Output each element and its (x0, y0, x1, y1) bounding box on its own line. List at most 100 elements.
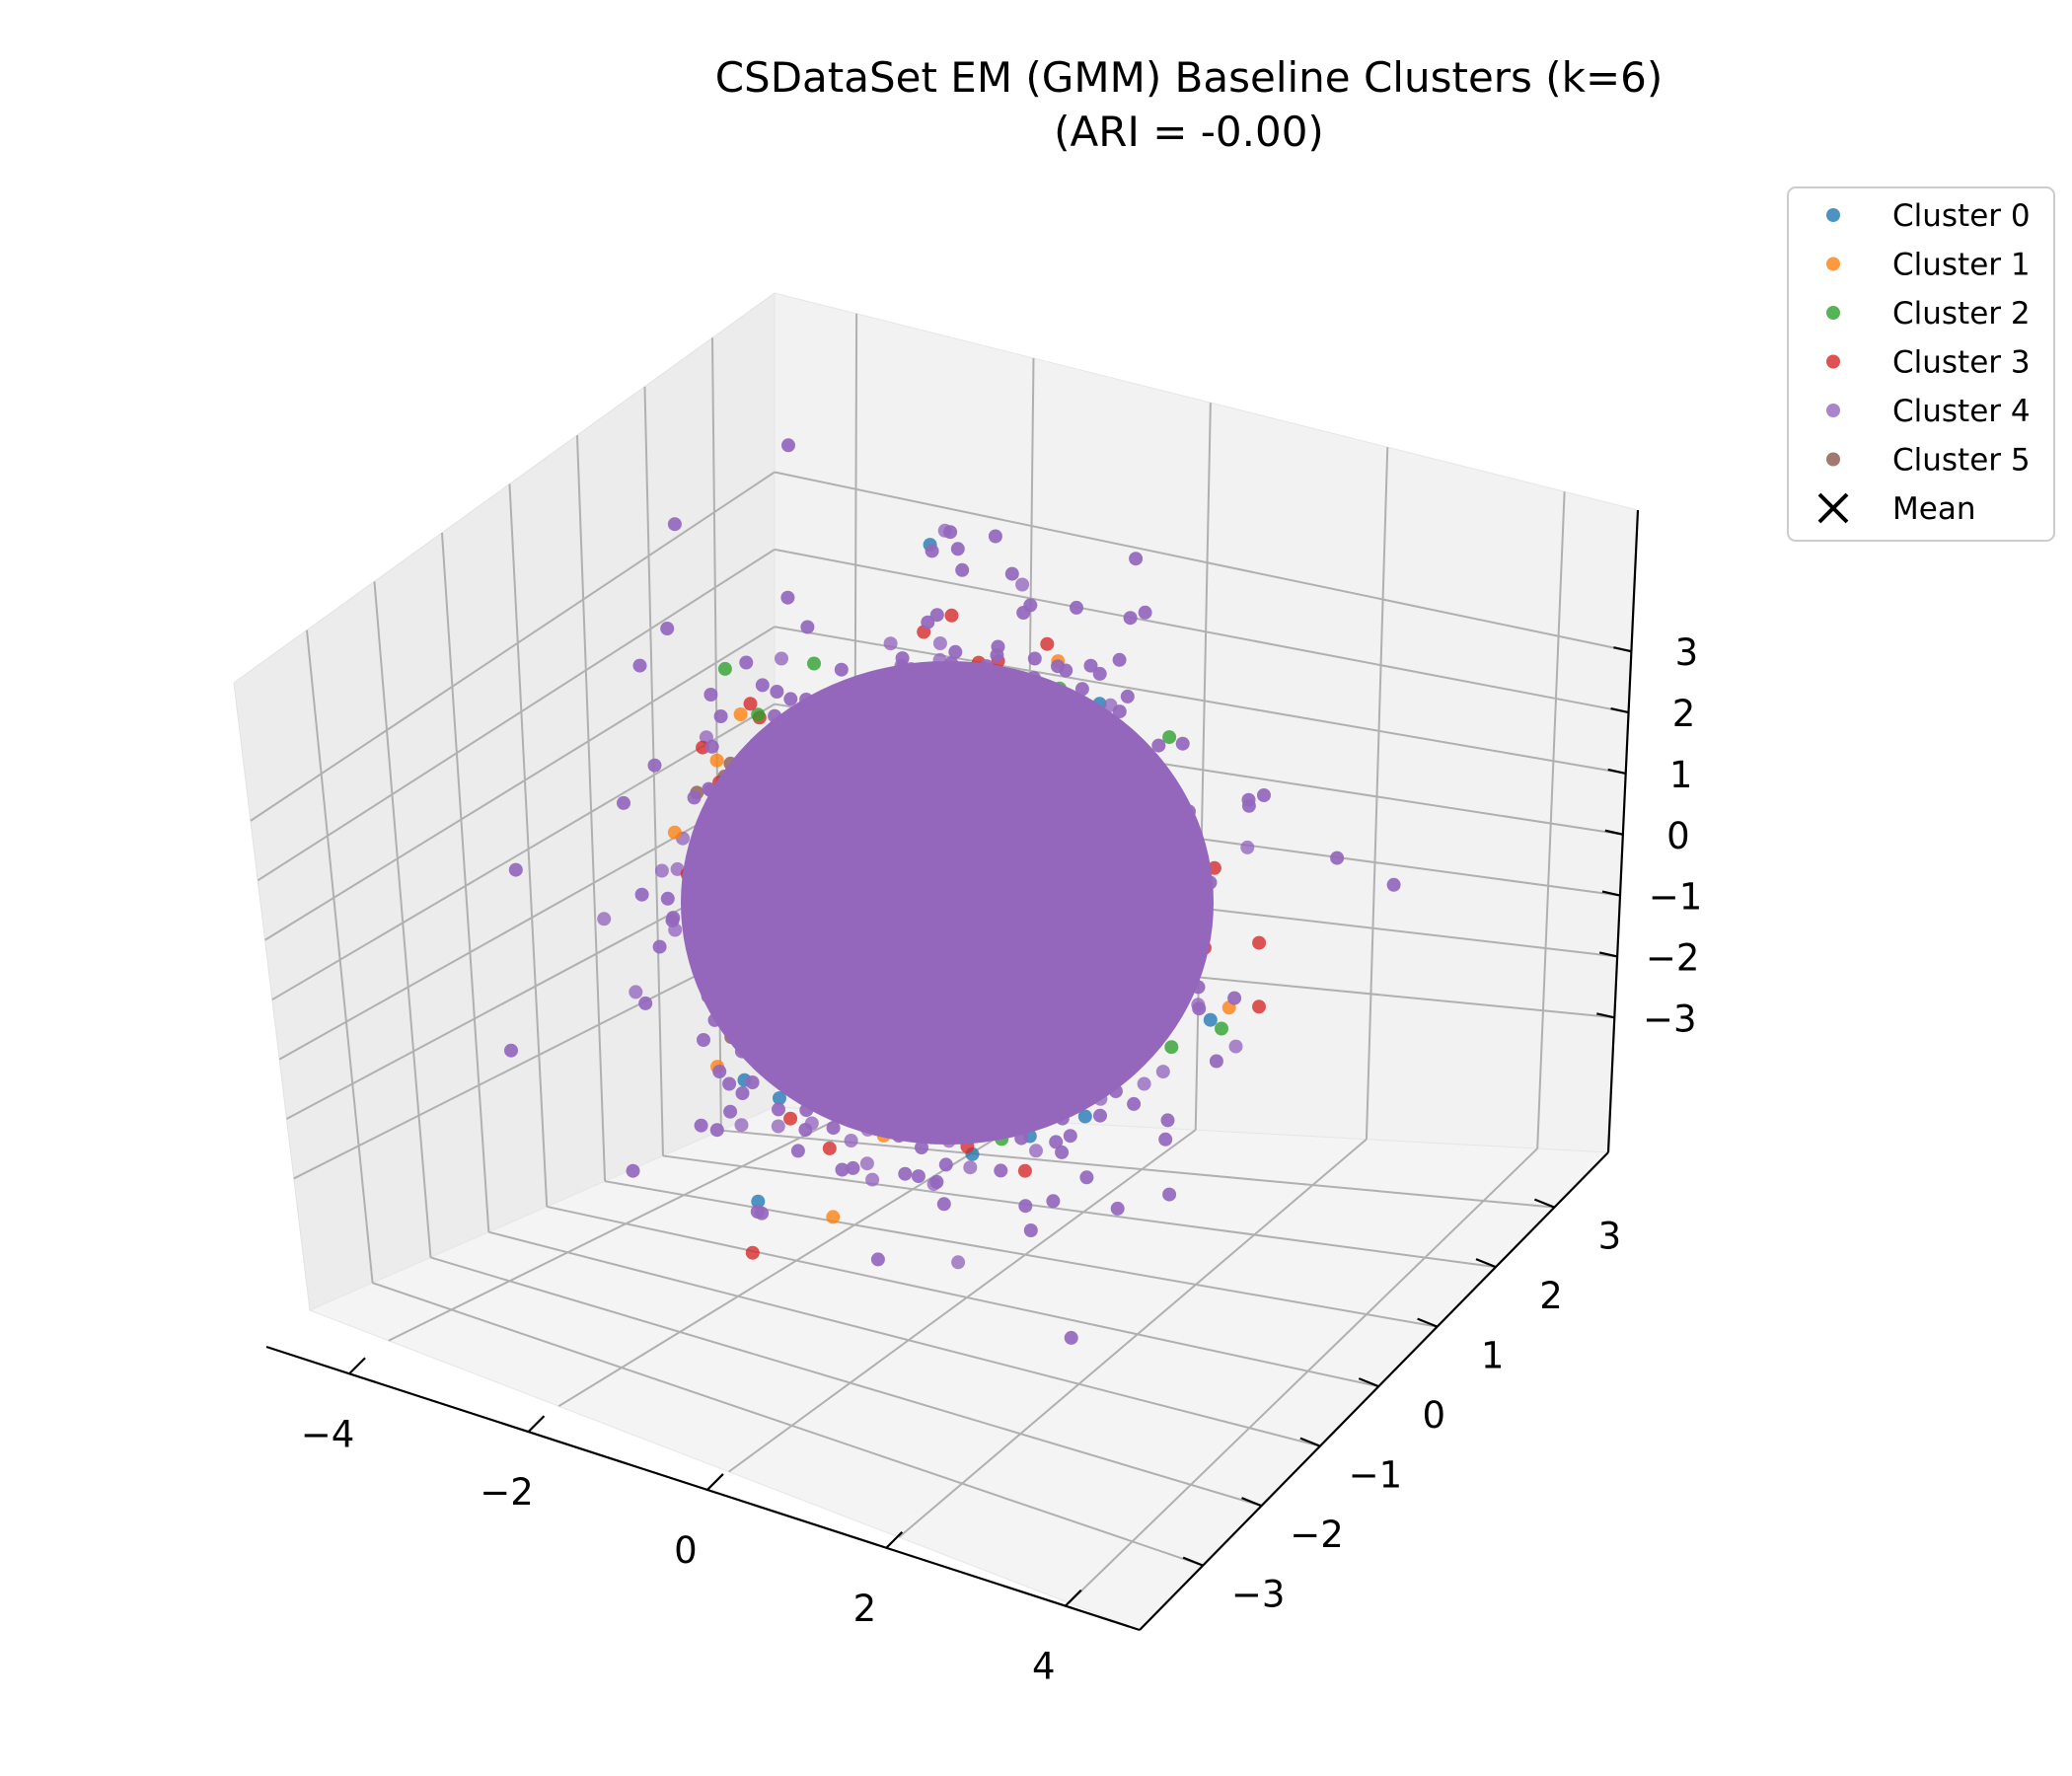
point-cluster-4 (986, 976, 999, 991)
x-tick-mark (348, 1357, 366, 1375)
point-cluster-4 (866, 1077, 881, 1092)
point-cluster-4 (916, 760, 930, 775)
point-cluster-4 (1163, 792, 1178, 807)
point-cluster-4 (1073, 1076, 1087, 1091)
point-cluster-4 (909, 873, 924, 888)
y-gridline-left (440, 532, 490, 1232)
point-cluster-4 (781, 438, 795, 453)
point-cluster-4 (709, 947, 724, 962)
point-cluster-4 (929, 1174, 944, 1189)
point-cluster-4 (834, 662, 849, 677)
point-cluster-4 (1027, 826, 1042, 841)
point-cluster-4 (1045, 696, 1060, 710)
point-cluster-4 (725, 830, 740, 845)
point-cluster-4 (905, 1013, 920, 1028)
y-gridline-left (305, 629, 374, 1284)
z-tick-label: −3 (1643, 998, 1697, 1040)
point-cluster-4 (1013, 706, 1028, 721)
point-cluster-4 (916, 844, 930, 858)
x-tick-mark (1064, 1589, 1082, 1607)
x-tick-mark (527, 1415, 546, 1433)
point-cluster-4 (832, 772, 847, 786)
y-tick-label: 2 (1539, 1275, 1563, 1317)
z-tick-label: 2 (1672, 693, 1696, 735)
point-cluster-4 (985, 893, 999, 908)
point-cluster-4 (1102, 1018, 1117, 1033)
point-cluster-4 (1160, 926, 1175, 941)
point-cluster-4 (778, 1065, 793, 1079)
point-cluster-4 (723, 1104, 738, 1119)
point-cluster-4 (851, 881, 865, 896)
point-cluster-4 (756, 770, 771, 784)
y-gridline-left (575, 435, 607, 1182)
point-cluster-4 (843, 1105, 857, 1120)
point-cluster-1 (826, 1210, 841, 1224)
z-tick-mark (1613, 646, 1632, 653)
point-cluster-4 (833, 883, 848, 898)
point-cluster-4 (839, 746, 853, 761)
point-cluster-4 (970, 786, 984, 801)
point-cluster-4 (821, 869, 836, 884)
point-cluster-4 (737, 942, 752, 957)
point-cluster-4 (867, 752, 882, 767)
point-cluster-4 (926, 675, 941, 690)
point-cluster-4 (1027, 651, 1042, 666)
point-cluster-4 (632, 658, 647, 673)
y-gridline-left (508, 483, 549, 1207)
point-cluster-4 (1074, 744, 1089, 759)
x-gridline-floor (898, 1138, 1368, 1538)
point-cluster-4 (914, 968, 928, 983)
point-cluster-4 (1055, 1145, 1070, 1159)
point-cluster-4 (956, 1101, 971, 1116)
point-cluster-4 (749, 924, 764, 938)
point-cluster-4 (1023, 769, 1038, 783)
x-gridline-floor (1068, 1147, 1538, 1604)
y-gridline-floor (430, 1256, 1262, 1508)
point-cluster-4 (1147, 966, 1162, 981)
point-cluster-4 (883, 636, 898, 651)
point-cluster-4 (855, 989, 870, 1003)
point-cluster-4 (977, 1076, 992, 1090)
point-cluster-4 (1062, 992, 1076, 1006)
legend-label-0: Cluster 0 (1892, 198, 2031, 234)
point-cluster-4 (912, 905, 926, 920)
point-cluster-4 (1045, 1009, 1060, 1024)
point-cluster-4 (1087, 1033, 1102, 1048)
y-tick-mark (1533, 1198, 1555, 1209)
point-cluster-4 (912, 997, 926, 1010)
point-cluster-4 (1024, 1079, 1039, 1094)
point-cluster-4 (647, 758, 662, 773)
point-cluster-4 (931, 828, 946, 843)
point-cluster-4 (932, 1008, 947, 1023)
point-cluster-4 (865, 695, 880, 709)
point-cluster-4 (943, 796, 958, 811)
point-cluster-4 (1015, 577, 1030, 592)
point-cluster-4 (962, 818, 977, 833)
point-cluster-4 (1133, 927, 1147, 942)
point-cluster-4 (1003, 981, 1017, 996)
point-cluster-4 (847, 933, 861, 948)
point-cluster-4 (872, 771, 887, 785)
point-cluster-4 (855, 1116, 870, 1131)
point-cluster-4 (988, 529, 1002, 544)
point-cluster-2 (751, 707, 766, 722)
point-cluster-4 (1093, 1108, 1107, 1123)
point-cluster-4 (745, 1075, 760, 1089)
y-gridline-left (373, 581, 432, 1258)
point-cluster-4 (1014, 1131, 1029, 1146)
point-cluster-4 (1080, 768, 1095, 782)
point-cluster-4 (765, 1008, 779, 1023)
point-cluster-4 (1062, 744, 1076, 759)
point-cluster-4 (1080, 1060, 1095, 1073)
point-cluster-4 (907, 802, 922, 817)
y-tick-mark (1241, 1497, 1262, 1508)
point-cluster-4 (1046, 1194, 1061, 1209)
point-cluster-4 (795, 977, 810, 992)
point-cluster-4 (1025, 940, 1040, 955)
point-cluster-4 (826, 826, 840, 841)
point-cluster-4 (944, 785, 958, 800)
point-cluster-4 (951, 1255, 966, 1270)
point-cluster-4 (1049, 1135, 1064, 1149)
point-cluster-4 (660, 622, 675, 635)
